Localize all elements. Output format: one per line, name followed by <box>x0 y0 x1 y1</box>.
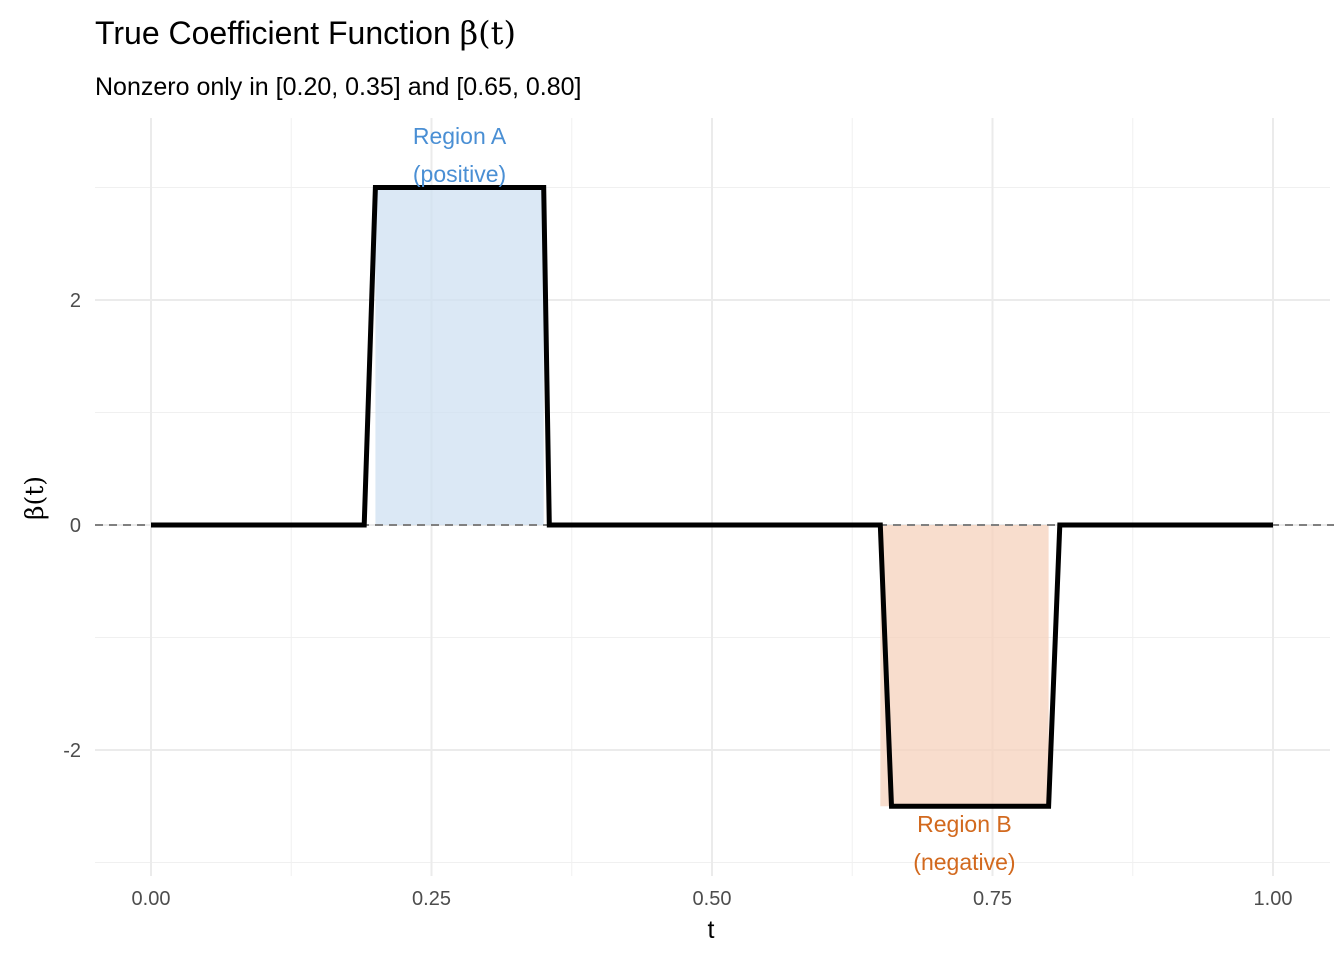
x-tick-label: 0.50 <box>693 888 732 910</box>
series-line-0 <box>151 185 1273 809</box>
annotation-layer: Region A (positive) Region B (negative) <box>413 123 1016 875</box>
annotation-label: Region B <box>917 811 1012 837</box>
y-tick-label: 2 <box>70 290 81 312</box>
x-axis-ticks: 0.00 0.25 0.50 0.75 1.00 <box>132 888 1293 910</box>
annotation-sublabel: (negative) <box>913 849 1015 875</box>
x-tick-label: 0.00 <box>132 888 171 910</box>
annotation-sublabel: (positive) <box>413 161 506 187</box>
annotation-label: Region A <box>413 123 507 149</box>
series-layer <box>151 185 1273 809</box>
region-b-fill <box>880 525 1049 807</box>
y-axis-ticks: -2 0 2 <box>63 290 81 762</box>
chart-title: True Coefficient Function β(t) <box>95 14 516 52</box>
grid-major <box>95 118 1330 876</box>
region-a-fill <box>375 187 544 525</box>
shaded-regions <box>375 187 1049 807</box>
chart-title-math: β(t) <box>459 14 516 52</box>
y-axis-title: β(t) <box>20 476 49 520</box>
chart-subtitle: Nonzero only in [0.20, 0.35] and [0.65, … <box>95 73 582 101</box>
x-tick-label: 0.75 <box>973 888 1012 910</box>
y-tick-label: 0 <box>70 515 81 537</box>
x-axis-title: t <box>708 916 715 944</box>
y-tick-label: -2 <box>63 740 81 762</box>
x-tick-label: 1.00 <box>1254 888 1293 910</box>
x-tick-label: 0.25 <box>412 888 451 910</box>
chart-title-text: True Coefficient Function <box>95 15 460 51</box>
